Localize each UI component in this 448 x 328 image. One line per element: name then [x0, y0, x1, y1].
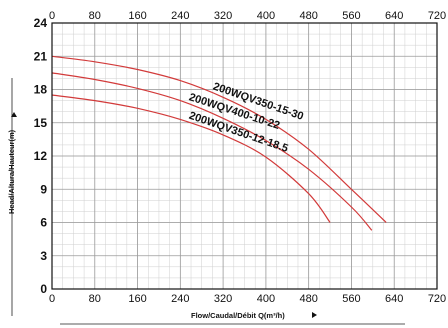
- axes: [51, 22, 438, 290]
- x-tick-label-top: 320: [214, 10, 232, 22]
- x-tick-label-top: 720: [428, 10, 446, 22]
- x-axis-title-group: Flow/Caudal/Débit Q(m³/h): [60, 311, 405, 325]
- y-tick-label: 21: [34, 49, 48, 63]
- x-tick-label-top: 160: [128, 10, 146, 22]
- curve-200WQV350-15-30: [51, 55, 387, 223]
- y-tick-label: 6: [40, 216, 47, 230]
- curves: [51, 55, 387, 231]
- x-tick-label: 560: [342, 293, 360, 305]
- x-tick-label-top: 80: [89, 10, 101, 22]
- x-tick-label: 480: [299, 293, 317, 305]
- y-axis-title-group: Head/Altura/Hauteur(m): [7, 78, 17, 316]
- x-tick-label-top: 640: [385, 10, 403, 22]
- x-tick-label: 160: [128, 293, 146, 305]
- x-axis-title: Flow/Caudal/Débit Q(m³/h): [191, 311, 285, 320]
- x-tick-label: 320: [214, 293, 232, 305]
- x-tick-label: 400: [257, 293, 275, 305]
- x-tick-label-top: 560: [342, 10, 360, 22]
- y-axis-title: Head/Altura/Hauteur(m): [7, 129, 16, 214]
- x-tick-label-top: 0: [49, 10, 55, 22]
- y-axis-arrow-icon: [11, 112, 17, 117]
- curve-200WQV400-10-22: [51, 72, 373, 231]
- y-tick-label: 3: [40, 249, 47, 263]
- curve-200WQV350-12-18.5: [51, 94, 331, 223]
- x-tick-label: 720: [428, 293, 446, 305]
- y-tick-label: 15: [34, 116, 48, 130]
- y-tick-label: 24: [34, 16, 48, 30]
- y-tick-label: 12: [34, 149, 48, 163]
- x-tick-label-top: 480: [299, 10, 317, 22]
- plot-frame: [51, 22, 438, 290]
- y-tick-label: 9: [40, 182, 47, 196]
- x-tick-label: 0: [49, 293, 55, 305]
- y-tick-label: 18: [34, 83, 48, 97]
- x-tick-label: 80: [89, 293, 101, 305]
- x-tick-label: 640: [385, 293, 403, 305]
- x-tick-label-top: 240: [171, 10, 189, 22]
- x-axis-arrow-icon: [312, 312, 317, 318]
- x-tick-label-top: 400: [257, 10, 275, 22]
- x-tick-label: 240: [171, 293, 189, 305]
- tick-labels: 0080801601602402403203204004004804805605…: [34, 10, 447, 305]
- y-tick-label: 0: [40, 282, 47, 296]
